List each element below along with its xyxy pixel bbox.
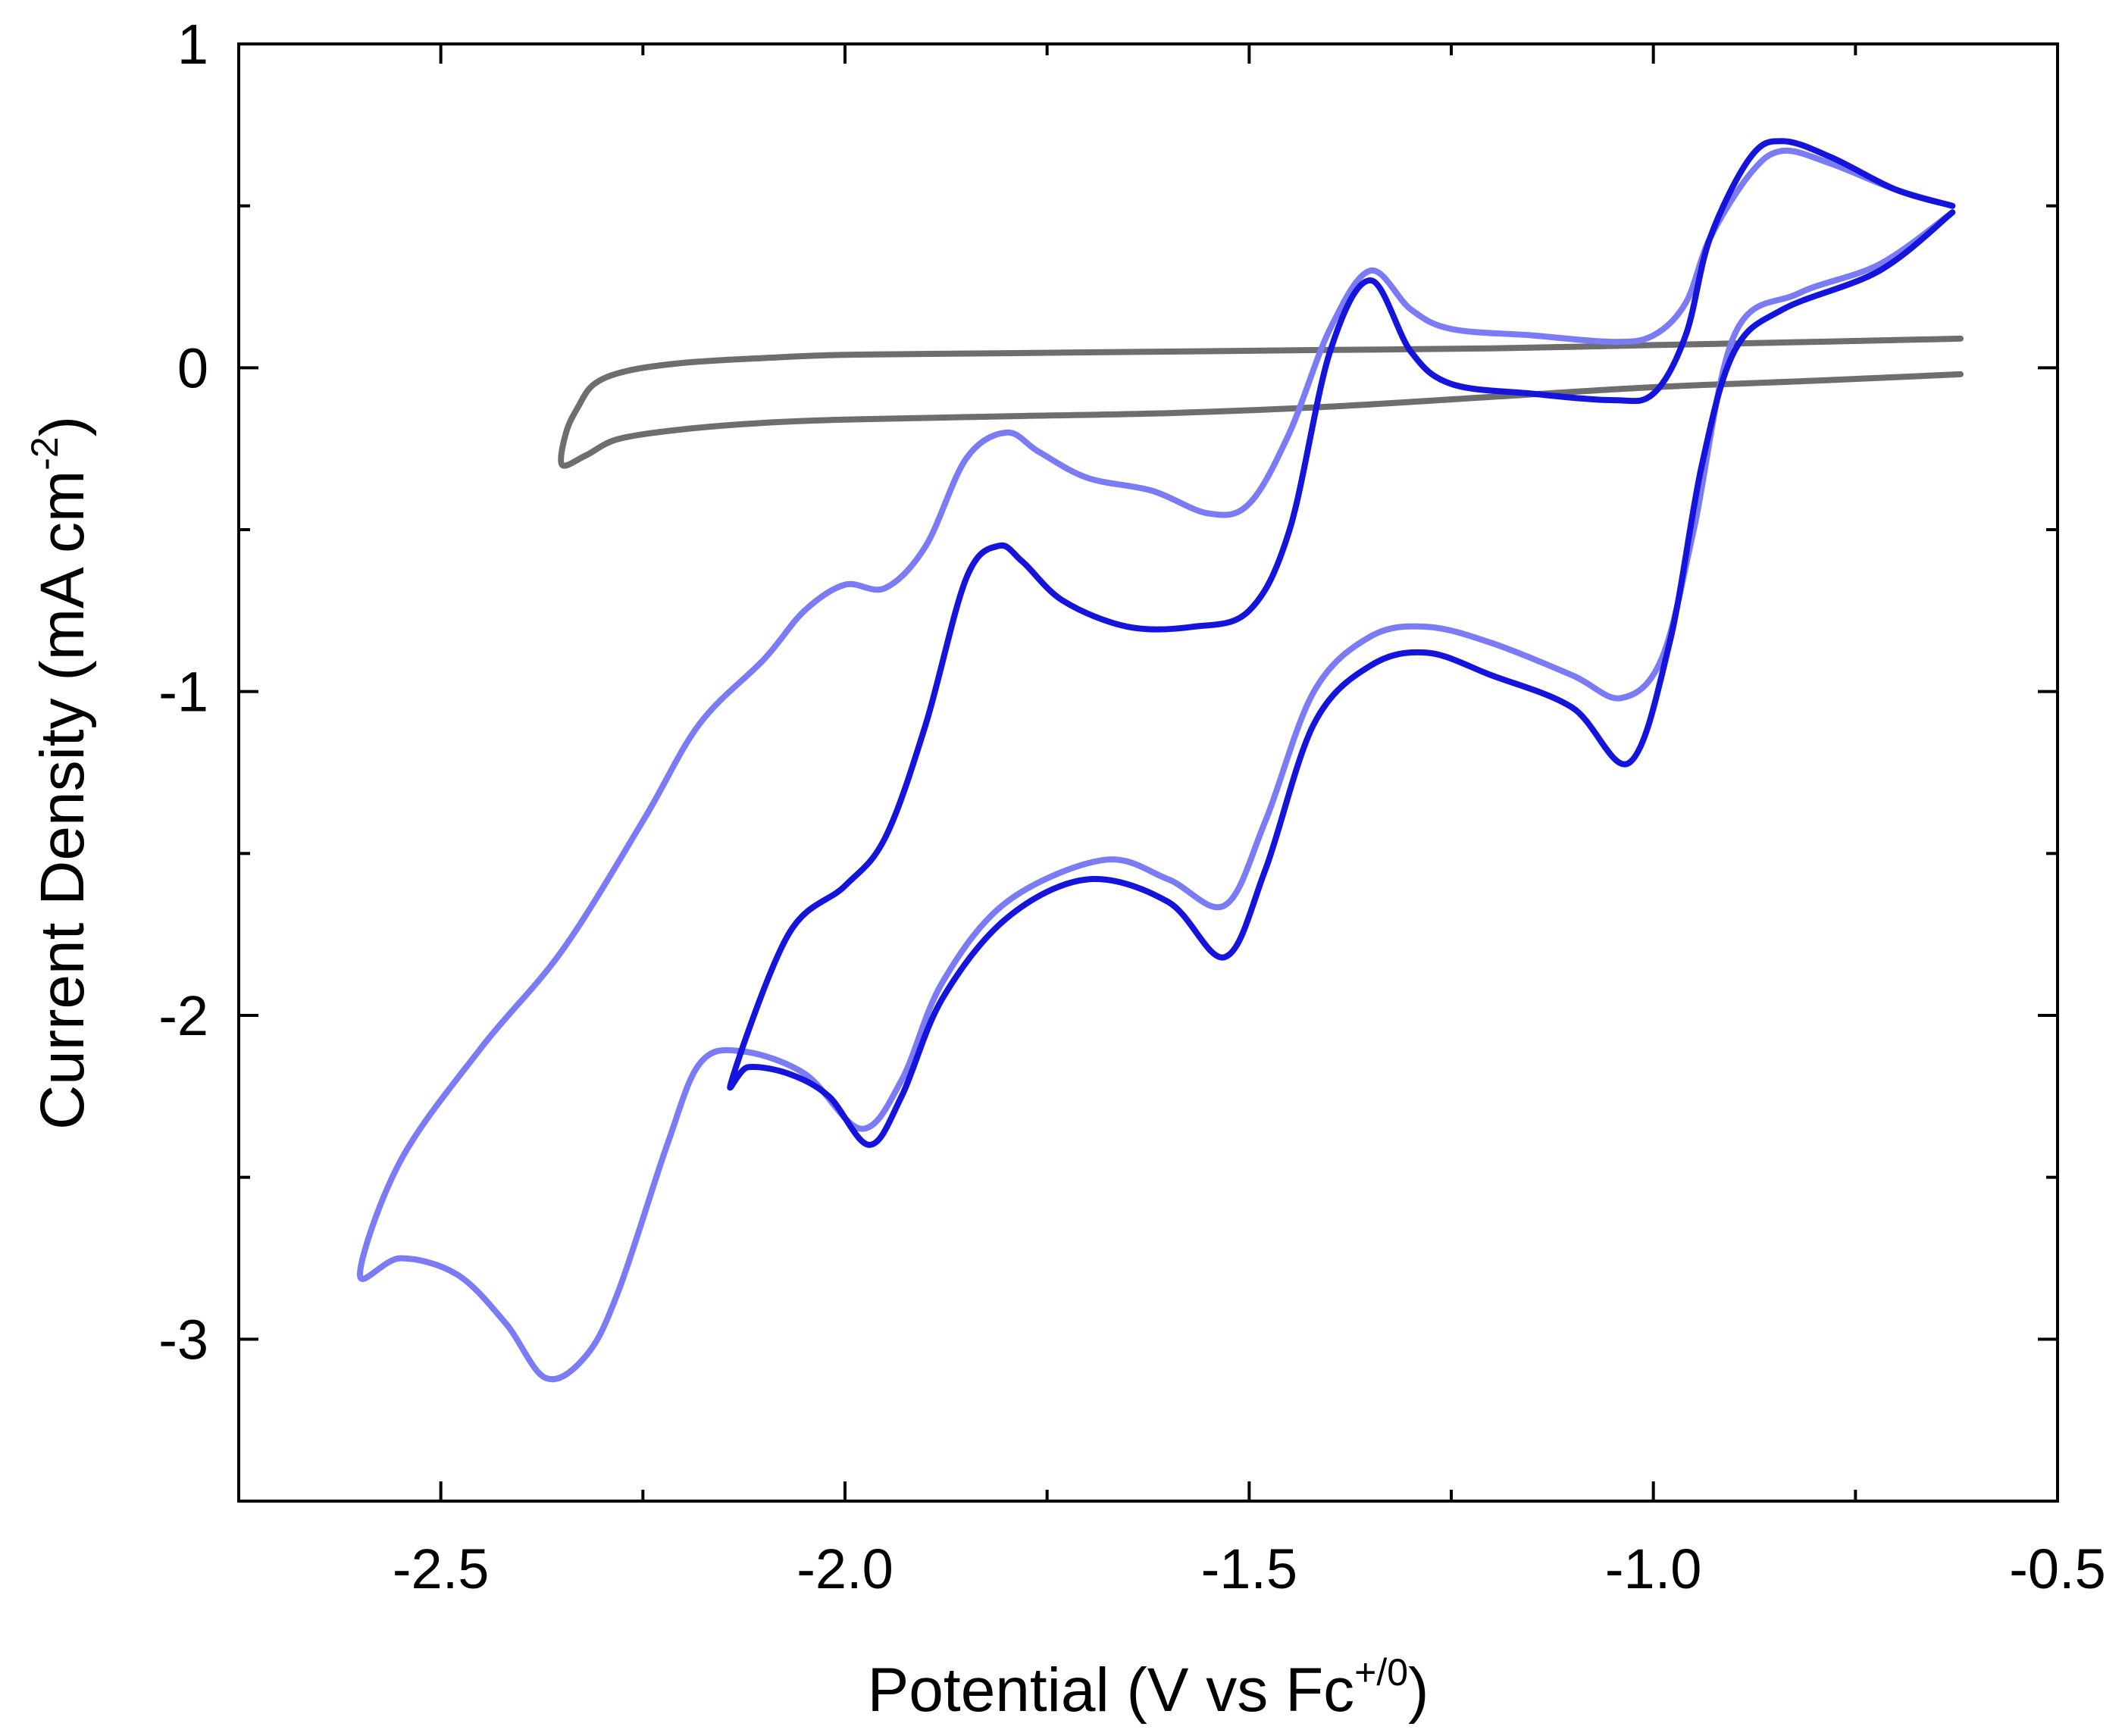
series-line-scan-narrow <box>727 138 1956 1148</box>
y-axis-title: Current Density (mA cm-2) <box>23 416 97 1130</box>
x-tick-label: -1.0 <box>1605 1537 1702 1600</box>
series-layer <box>357 138 1964 1383</box>
y-tick-label: 1 <box>177 13 208 76</box>
series-line-scan-wide <box>357 147 1956 1383</box>
plot-frame <box>237 42 2059 1503</box>
x-axis-title: Potential (V vs Fc+/0) <box>868 1651 1429 1725</box>
y-tick-label: 0 <box>177 336 208 399</box>
y-tick-label: -3 <box>158 1308 208 1371</box>
y-tick-label: -1 <box>158 661 208 724</box>
y-tick-label: -2 <box>158 984 208 1047</box>
x-tick-label: -1.5 <box>1201 1537 1298 1600</box>
x-tick-label: -2.5 <box>393 1537 490 1600</box>
x-tick-label: -2.0 <box>796 1537 894 1600</box>
labels-layer: -2.5 -2.0 -1.5 -1.0 -0.5 1 0 -1 -2 -3 <box>158 13 2106 1600</box>
x-tick-label: -0.5 <box>2009 1537 2106 1600</box>
ticks-layer <box>239 42 2059 1501</box>
series-line-background <box>558 335 1964 469</box>
